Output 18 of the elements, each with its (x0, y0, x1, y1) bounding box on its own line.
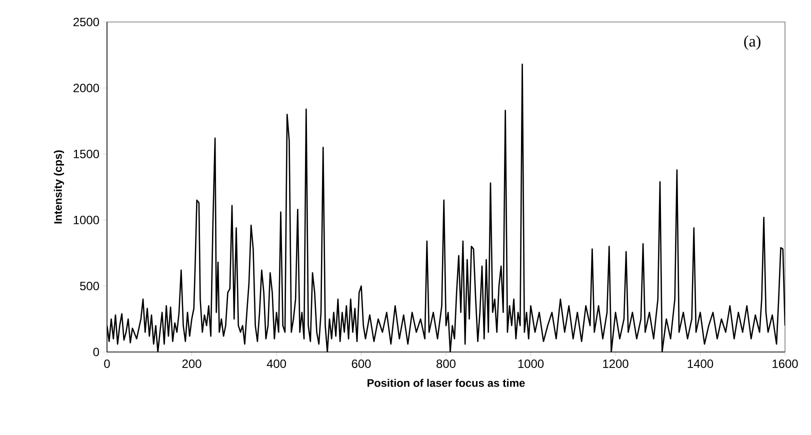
x-tick-label: 400 (266, 360, 286, 368)
x-tick-label: 1200 (603, 360, 628, 368)
x-tick-label: 600 (352, 360, 371, 368)
x-axis-title: Position of laser focus as time (368, 378, 525, 387)
y-tick-label: 1000 (74, 216, 100, 224)
y-tick-label: 1500 (74, 150, 100, 158)
y-tick-label: 0 (93, 348, 100, 356)
y-tick-label: 500 (80, 282, 100, 290)
x-tick-label: 1400 (688, 360, 714, 368)
annotation: (a) (744, 35, 760, 50)
y-tick-label: 2000 (73, 84, 100, 92)
x-tick-label: 200 (182, 360, 202, 368)
y-axis-title: Intensity (cps) (54, 150, 64, 224)
x-tick-label: 800 (436, 360, 456, 368)
x-tick-label: 1000 (518, 360, 544, 368)
y-tick-label: 2500 (73, 18, 100, 26)
x-tick-label: 1600 (772, 360, 798, 368)
x-tick-label: 0 (104, 360, 110, 368)
